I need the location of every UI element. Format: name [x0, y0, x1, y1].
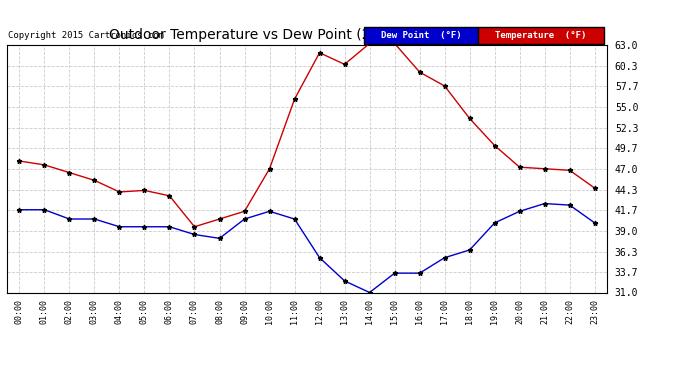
Text: Copyright 2015 Cartronics.com: Copyright 2015 Cartronics.com	[8, 31, 164, 40]
Title: Outdoor Temperature vs Dew Point (24 Hours) 20151025: Outdoor Temperature vs Dew Point (24 Hou…	[110, 28, 504, 42]
Text: Temperature  (°F): Temperature (°F)	[495, 31, 587, 40]
FancyBboxPatch shape	[478, 27, 604, 44]
Text: Dew Point  (°F): Dew Point (°F)	[381, 31, 462, 40]
FancyBboxPatch shape	[364, 27, 478, 44]
